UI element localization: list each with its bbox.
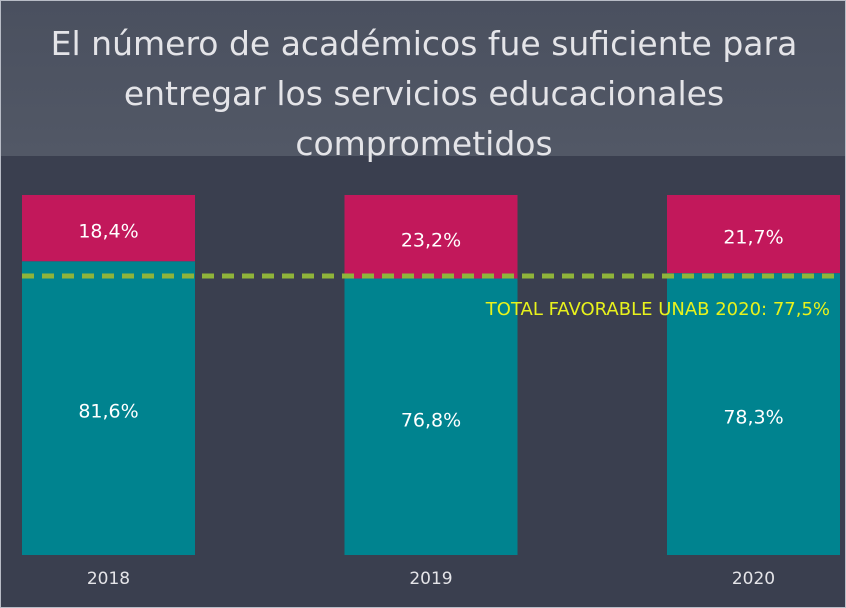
bar-segment: [667, 195, 840, 274]
chart-title: El número de académicos fue suficiente p…: [50, 24, 798, 163]
bar-segment: [667, 273, 840, 555]
title-area: El número de académicos fue suficiente p…: [1, 1, 845, 163]
value-label: 21,7%: [723, 227, 783, 249]
value-label: 23,2%: [401, 229, 461, 251]
value-label: 76,8%: [401, 409, 461, 431]
value-label: 18,4%: [78, 221, 138, 243]
x-tick-label: 2019: [409, 569, 452, 589]
x-tick-label: 2020: [732, 569, 775, 589]
bar-segment: [344, 278, 518, 555]
bar-segment: [344, 195, 518, 279]
value-label: 78,3%: [723, 407, 783, 429]
bar-segment: [22, 261, 195, 555]
x-tick-label: 2018: [87, 569, 130, 589]
value-label: 81,6%: [78, 401, 138, 423]
reference-label: TOTAL FAVORABLE UNAB 2020: 77,5%: [485, 299, 830, 320]
bar-segment: [22, 195, 195, 262]
